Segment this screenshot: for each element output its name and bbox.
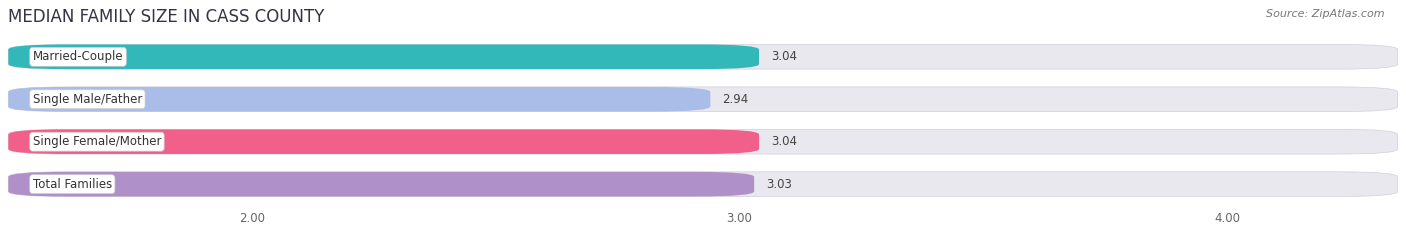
Text: 3.04: 3.04 [772,135,797,148]
FancyBboxPatch shape [8,87,710,112]
Text: 3.03: 3.03 [766,178,792,191]
FancyBboxPatch shape [8,45,1398,69]
FancyBboxPatch shape [8,172,1398,196]
Text: Married-Couple: Married-Couple [32,50,124,63]
Text: Single Male/Father: Single Male/Father [32,93,142,106]
Text: Total Families: Total Families [32,178,112,191]
FancyBboxPatch shape [8,87,1398,112]
Text: Single Female/Mother: Single Female/Mother [32,135,162,148]
FancyBboxPatch shape [8,172,754,196]
FancyBboxPatch shape [8,45,759,69]
Text: 2.94: 2.94 [723,93,749,106]
Text: 3.04: 3.04 [772,50,797,63]
FancyBboxPatch shape [8,129,759,154]
FancyBboxPatch shape [8,129,1398,154]
Text: Source: ZipAtlas.com: Source: ZipAtlas.com [1267,9,1385,19]
Text: MEDIAN FAMILY SIZE IN CASS COUNTY: MEDIAN FAMILY SIZE IN CASS COUNTY [8,8,325,26]
